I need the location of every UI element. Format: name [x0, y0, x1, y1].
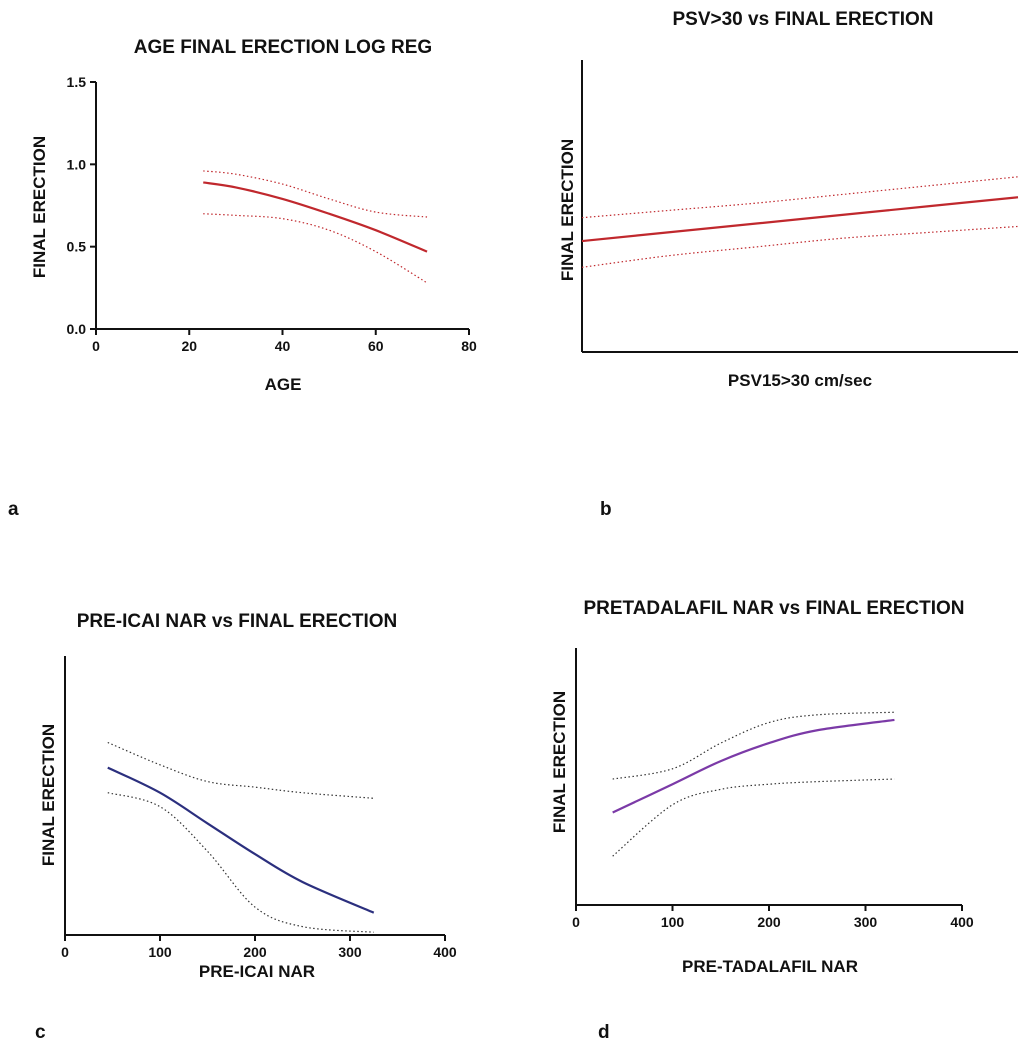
panel-b: PSV>30 vs FINAL ERECTION PSV15>30 cm/sec…	[558, 9, 1019, 520]
panel-a-x-tick-label: 80	[461, 338, 477, 354]
panel-a-xlabel: AGE	[265, 375, 302, 394]
panel-a-letter: a	[8, 499, 19, 520]
panel-c-xlabel: PRE-ICAI NAR	[199, 962, 315, 981]
panel-a-fit-line	[203, 181, 428, 253]
panel-c-x-tick-label: 300	[338, 944, 362, 960]
panel-d-ylabel: FINAL ERECTION	[550, 691, 569, 833]
panel-a-x-tick-label: 0	[92, 338, 100, 354]
panel-c-ci-upper-line	[107, 741, 374, 799]
panel-c-x-tick-label: 100	[148, 944, 172, 960]
panel-d-ci-upper-line	[612, 711, 895, 780]
panel-d-fit-line	[612, 718, 895, 814]
panel-a-plot: 0 20 40 60 80 0.0 0.5 1.0 1.5	[67, 74, 477, 354]
panel-d-x-tick-label: 200	[757, 914, 781, 930]
panel-a: AGE FINAL ERECTION LOG REG AGE FINAL ERE…	[8, 37, 477, 520]
panel-d-x-tick-label: 100	[661, 914, 685, 930]
panel-a-x-tick-label: 60	[368, 338, 384, 354]
panel-d-letter: d	[598, 1022, 610, 1043]
panel-d-x-tick-label: 300	[854, 914, 878, 930]
panel-d-ci-lower-line	[612, 778, 895, 857]
panel-d-x-tick-label: 0	[572, 914, 580, 930]
panel-a-x-tick-label: 40	[275, 338, 291, 354]
panel-c-x-tick-label: 0	[61, 944, 69, 960]
panel-c-ci-lower-line	[107, 792, 374, 933]
panel-d-title: PRETADALAFIL NAR vs FINAL ERECTION	[583, 598, 964, 619]
panel-a-y-tick-label: 0.0	[67, 321, 87, 337]
panel-a-y-tick-label: 0.5	[67, 239, 87, 255]
panel-a-ylabel: FINAL ERECTION	[30, 136, 49, 278]
panel-a-title: AGE FINAL ERECTION LOG REG	[134, 37, 432, 58]
panel-d-x-tick-label: 400	[950, 914, 974, 930]
panel-c: PRE-ICAI NAR vs FINAL ERECTION PRE-ICAI …	[35, 611, 457, 1043]
panel-b-letter: b	[600, 499, 612, 520]
panel-b-plot	[581, 60, 1019, 353]
panel-d-xlabel: PRE-TADALAFIL NAR	[682, 957, 858, 976]
panel-b-title: PSV>30 vs FINAL ERECTION	[673, 9, 934, 30]
panel-c-x-tick-label: 200	[243, 944, 267, 960]
panel-c-plot: 0 100 200 300 400	[61, 656, 457, 960]
panel-c-ylabel: FINAL ERECTION	[39, 724, 58, 866]
panel-d: PRETADALAFIL NAR vs FINAL ERECTION PRE-T…	[550, 598, 974, 1043]
panel-b-fit-line	[581, 196, 1019, 243]
panel-c-x-tick-label: 400	[433, 944, 457, 960]
panel-b-ci-upper-line	[581, 176, 1019, 219]
panel-b-ci-lower-line	[581, 225, 1019, 268]
panel-c-letter: c	[35, 1022, 46, 1043]
panel-c-fit-line	[107, 766, 375, 914]
panel-a-y-tick-label: 1.0	[67, 156, 87, 172]
panel-d-plot: 0 100 200 300 400	[572, 648, 974, 930]
panel-c-title: PRE-ICAI NAR vs FINAL ERECTION	[77, 611, 398, 632]
panel-a-x-tick-label: 20	[181, 338, 197, 354]
panel-b-ylabel: FINAL ERECTION	[558, 139, 577, 281]
panel-b-xlabel: PSV15>30 cm/sec	[728, 371, 872, 390]
panel-a-ci-lower-line	[203, 213, 428, 284]
panel-a-y-tick-label: 1.5	[67, 74, 87, 90]
panel-a-ci-upper-line	[203, 170, 428, 218]
